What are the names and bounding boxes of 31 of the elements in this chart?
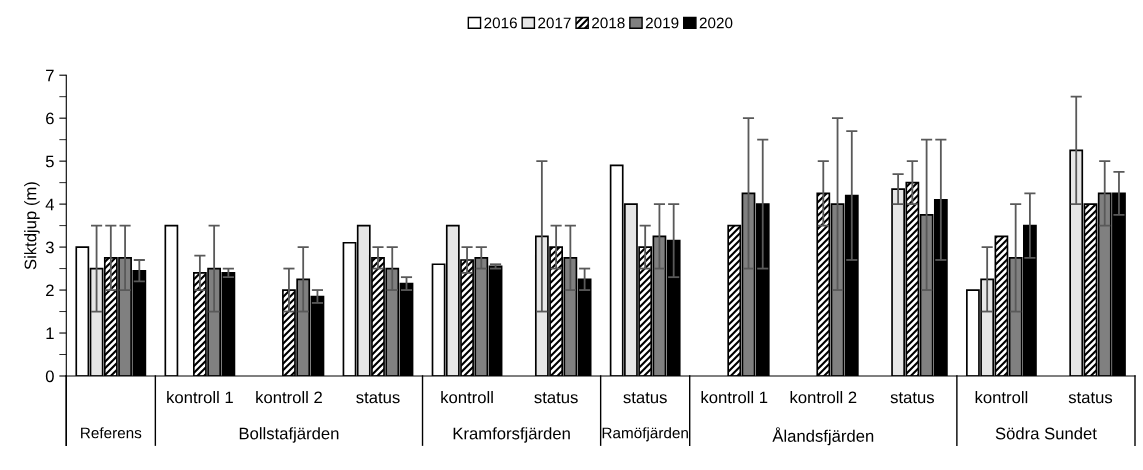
text: Bollstafjärden <box>239 427 339 443</box>
x-tick-label: kontroll 2 <box>256 391 322 404</box>
legend-label: 2019 <box>645 17 679 29</box>
text: Ramöfjärden <box>602 427 688 442</box>
x-tick-label: kontroll <box>441 391 493 404</box>
x-tick-label: kontroll 1 <box>701 391 768 404</box>
y-tick-label: 3 <box>45 241 54 254</box>
y-tick-label: 7 <box>46 69 54 82</box>
legend-label: 2020 <box>699 17 733 29</box>
x-tick-label: status <box>1068 392 1113 404</box>
x-tick-label: status <box>890 392 934 404</box>
text: Ålandsfjärden <box>772 427 874 446</box>
y-tick-label: 4 <box>45 198 54 211</box>
x-tick-label: status <box>356 392 400 404</box>
y-tick-label: 1 <box>46 327 54 340</box>
legend-label: 2018 <box>592 17 625 29</box>
x-tick-label: status <box>534 392 578 404</box>
text: Referens <box>81 427 142 439</box>
y-tick-label: 5 <box>45 155 54 168</box>
legend-label: 2017 <box>538 17 571 29</box>
x-tick-label: status <box>623 392 667 404</box>
x-tick-label: kontroll <box>975 391 1028 404</box>
text: Södra Sundet <box>995 427 1097 440</box>
y-axis-title: Siktdjup (m) <box>24 182 40 270</box>
text: Kramforsfjärden <box>453 427 570 443</box>
x-tick-label: kontroll 1 <box>167 391 233 404</box>
x-tick-label: kontroll 2 <box>790 391 857 404</box>
y-tick-label: 2 <box>46 284 54 297</box>
legend-label: 2016 <box>484 17 517 29</box>
y-tick-label: 6 <box>46 112 54 125</box>
y-tick-label: 0 <box>45 370 54 383</box>
